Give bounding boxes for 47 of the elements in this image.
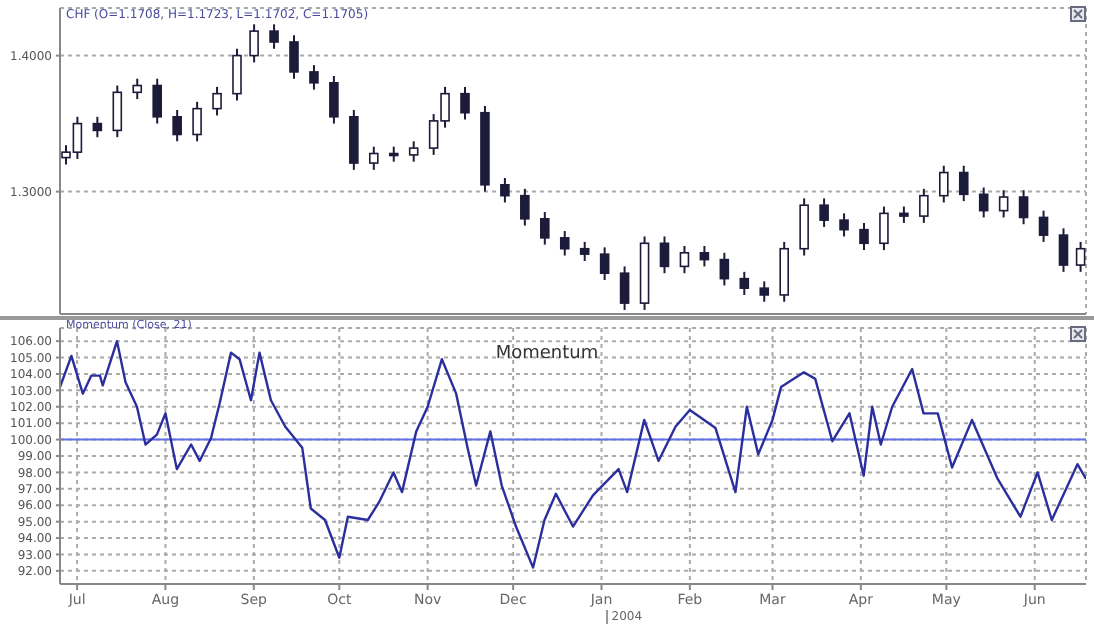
candlestick — [819, 197, 829, 228]
candlestick — [939, 164, 949, 204]
candlestick — [559, 230, 570, 257]
candlestick — [289, 34, 299, 80]
candlestick — [369, 145, 379, 171]
candlestick — [460, 85, 470, 121]
candlestick — [799, 197, 809, 257]
candlestick — [408, 140, 419, 163]
candlestick — [249, 23, 259, 64]
candlestick — [192, 100, 202, 143]
candlestick — [540, 211, 550, 246]
candlestick — [1018, 189, 1029, 226]
candlestick — [172, 109, 182, 143]
candlestick — [619, 265, 630, 311]
candlestick — [152, 77, 162, 125]
candlestick — [1075, 240, 1086, 273]
candlestick — [579, 240, 590, 262]
candlestick — [699, 245, 710, 268]
candlestick — [958, 164, 969, 203]
candlestick — [679, 245, 690, 275]
candlestick — [779, 240, 789, 303]
candlestick — [839, 212, 849, 238]
candlestick — [349, 109, 359, 171]
candlestick — [112, 84, 123, 139]
candlestick — [859, 221, 869, 252]
candlestick — [599, 246, 610, 281]
text: Momentum — [495, 344, 599, 364]
candlestick — [92, 115, 103, 139]
candlestick — [659, 235, 670, 275]
candlestick — [879, 205, 889, 252]
line-series — [60, 339, 1086, 569]
candlestick — [212, 85, 222, 117]
candlestick — [309, 64, 319, 91]
candlestick — [998, 189, 1009, 219]
candlestick — [132, 77, 143, 101]
candlestick — [719, 251, 730, 287]
candlestick — [1058, 227, 1069, 273]
candlestick — [1038, 209, 1049, 243]
candlestick — [232, 47, 242, 102]
candlestick — [919, 187, 929, 224]
candlestick — [759, 280, 770, 303]
candlestick — [520, 187, 530, 227]
candlestick — [269, 23, 279, 50]
candlestick — [978, 186, 989, 219]
candlestick — [329, 75, 339, 125]
candlestick — [500, 177, 510, 204]
candlestick — [739, 270, 750, 296]
